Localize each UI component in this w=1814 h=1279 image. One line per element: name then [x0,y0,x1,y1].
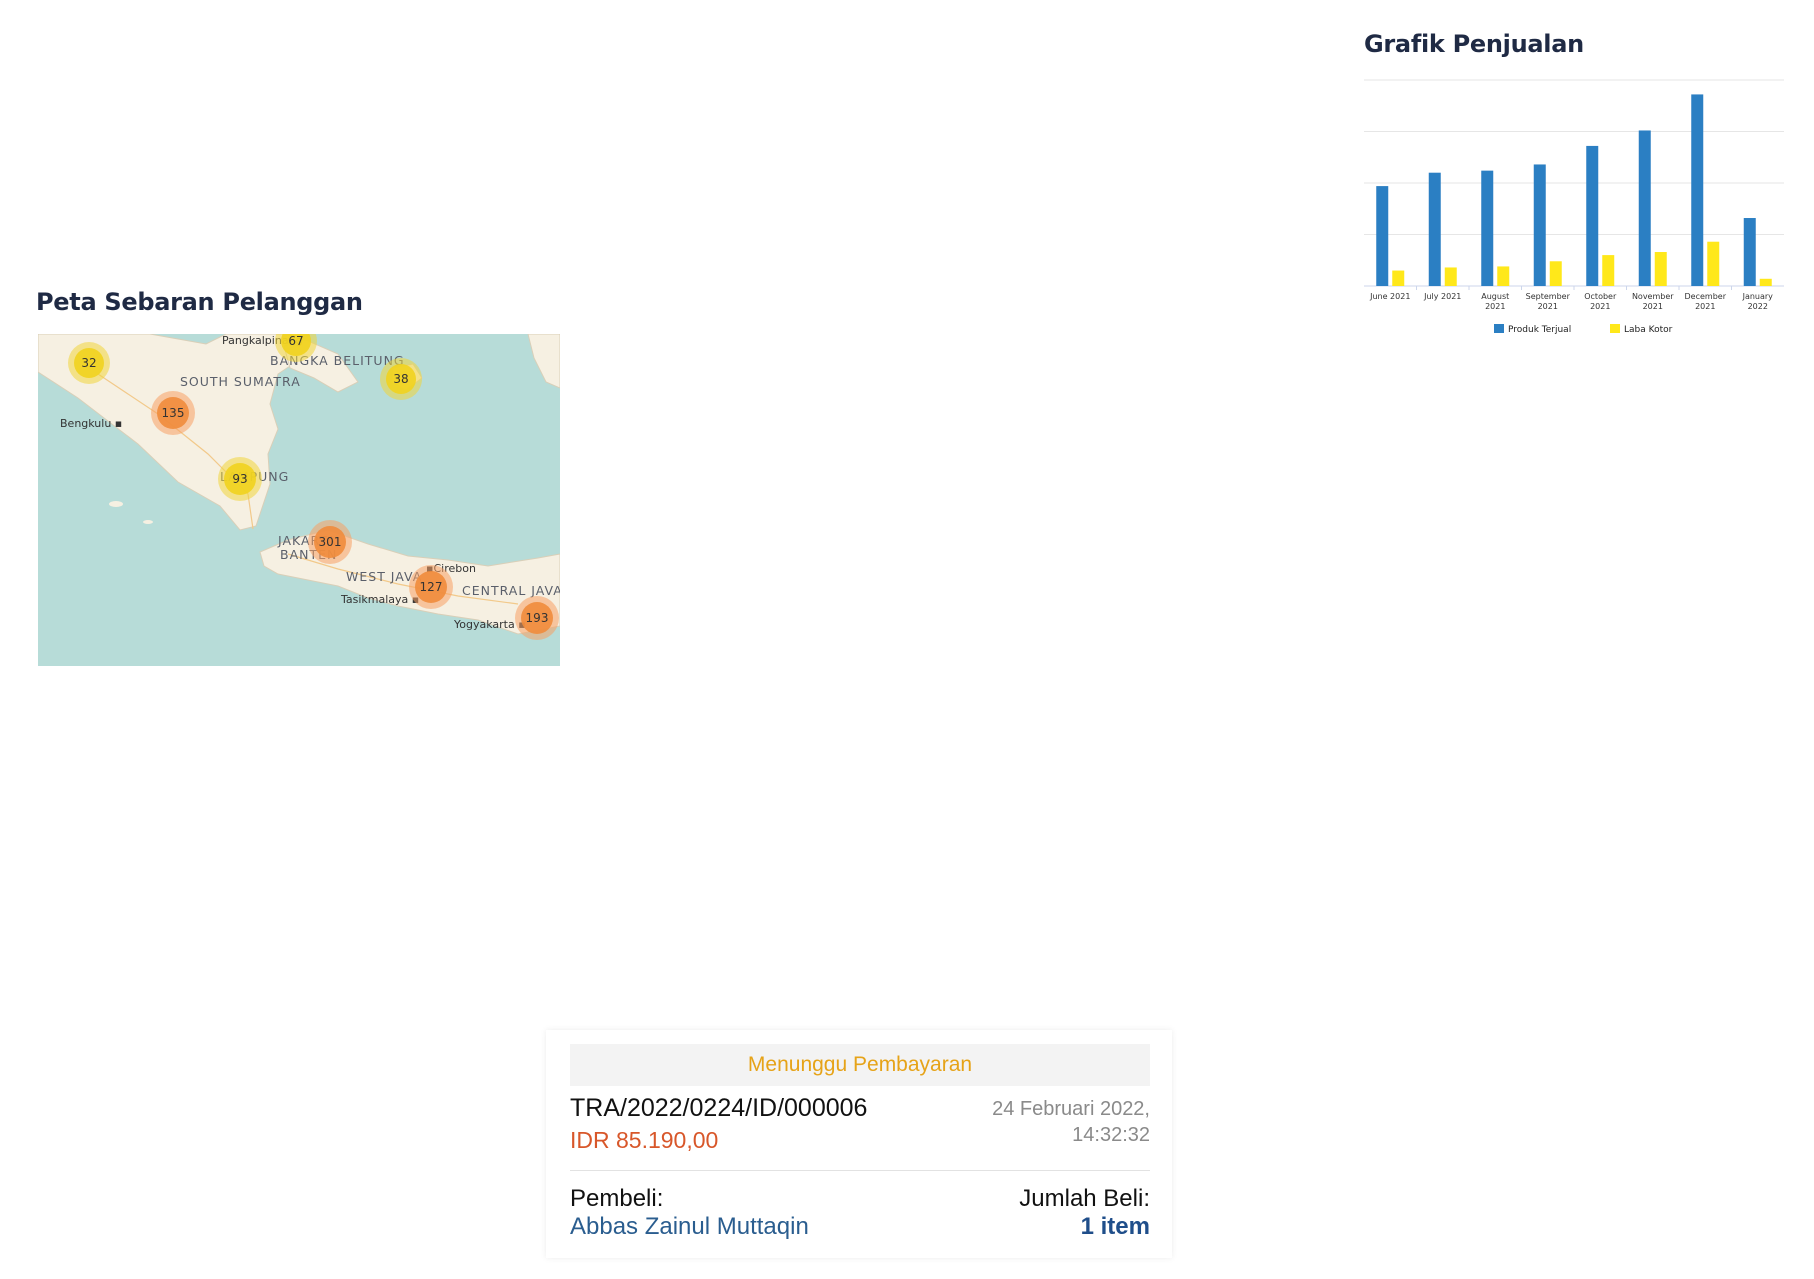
region-label-central-java: CENTRAL JAVA [462,583,560,598]
legend-swatch [1610,324,1620,333]
card-divider [570,1170,1150,1171]
bar-laba-kotor[interactable] [1602,255,1615,286]
bar-produk-terjual[interactable] [1376,186,1389,286]
x-tick-label: June 2021 [1369,292,1410,301]
bar-laba-kotor[interactable] [1707,241,1720,286]
customer-map-title: Peta Sebaran Pelanggan [36,288,363,316]
bar-laba-kotor[interactable] [1549,261,1562,286]
cluster-marker[interactable]: 301 [308,520,352,564]
customer-distribution-map[interactable]: SOUTH SUMATRA BANGKA BELITUNG LAMPUNG JA… [38,334,560,666]
order-datetime: 24 Februari 2022, 14:32:32 [992,1096,1150,1148]
city-label-bengkulu: Bengkulu ▪ [60,417,123,430]
cluster-marker[interactable]: 127 [409,565,453,609]
order-time: 14:32:32 [1072,1124,1150,1146]
region-label-south-sumatra: SOUTH SUMATRA [180,374,301,389]
x-tick-label: January 2022 [1742,292,1774,311]
bar-laba-kotor[interactable] [1759,278,1772,286]
legend-label[interactable]: Produk Terjual [1508,325,1571,335]
buyer-name: Abbas Zainul Muttaqin [570,1213,809,1240]
order-card[interactable]: Menunggu Pembayaran TRA/2022/0224/ID/000… [546,1030,1172,1258]
sales-bar-chart: June 2021 July 2021 August 2021 September 202… [1364,79,1784,335]
bar-produk-terjual[interactable] [1481,170,1494,286]
sales-chart-title: Grafik Penjualan [1364,30,1584,58]
legend-label[interactable]: Laba Kotor [1624,325,1673,335]
city-label-tasikmalaya: Tasikmalaya ▪ [341,593,419,606]
cluster-marker[interactable]: 193 [515,596,559,640]
bar-produk-terjual[interactable] [1533,164,1546,286]
bar-laba-kotor[interactable] [1497,266,1510,286]
order-amount: IDR 85.190,00 [570,1127,719,1153]
cluster-marker[interactable]: 38 [380,358,422,400]
order-id: TRA/2022/0224/ID/000006 [570,1094,868,1122]
map-base-layer [38,334,560,666]
payment-status-text: Menunggu Pembayaran [747,1053,973,1076]
payment-status-banner: Menunggu Pembayaran [570,1044,1150,1086]
bar-laba-kotor[interactable] [1444,267,1457,286]
legend-swatch [1494,324,1504,333]
region-label-west-java: WEST JAVA [346,569,423,584]
cluster-marker[interactable]: 135 [151,391,195,435]
x-tick-label: October 2021 [1584,292,1617,311]
x-tick-label: December 2021 [1685,292,1727,311]
bar-laba-kotor[interactable] [1392,270,1405,286]
x-tick-label: September 2021 [1526,292,1571,311]
bar-produk-terjual[interactable] [1691,94,1704,286]
bar-produk-terjual[interactable] [1638,130,1651,286]
order-date: 24 Februari 2022, [992,1098,1150,1120]
quantity-label: Jumlah Beli: [1019,1185,1150,1212]
quantity-value: 1 item [1080,1213,1150,1240]
cluster-marker[interactable]: 93 [218,457,262,501]
x-tick-label: August 2021 [1481,292,1509,311]
bar-produk-terjual[interactable] [1428,172,1441,286]
cluster-marker[interactable]: 32 [68,342,110,384]
bar-produk-terjual[interactable] [1586,145,1599,286]
x-tick-label: November 2021 [1632,292,1674,311]
bar-produk-terjual[interactable] [1743,218,1756,286]
bar-laba-kotor[interactable] [1654,252,1667,286]
buyer-label: Pembeli: [570,1185,664,1212]
x-tick-label: July 2021 [1423,292,1461,301]
